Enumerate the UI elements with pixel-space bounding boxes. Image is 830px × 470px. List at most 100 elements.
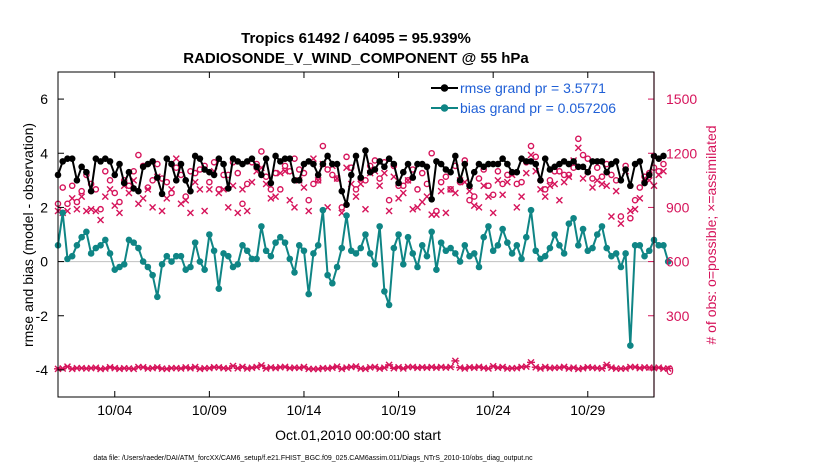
rmse-marker bbox=[456, 177, 464, 184]
obs-assimilated-marker bbox=[475, 203, 483, 211]
obs-assimilated-marker bbox=[413, 203, 421, 211]
obs-possible-marker bbox=[206, 178, 213, 186]
obs-possible-marker bbox=[329, 171, 336, 179]
obs-possible-marker bbox=[617, 213, 625, 220]
y-tick-label-left: 4 bbox=[40, 145, 48, 161]
bias-marker bbox=[248, 255, 256, 263]
obs-assimilated-marker bbox=[272, 193, 280, 201]
bias-marker bbox=[489, 247, 497, 255]
rmse-marker bbox=[598, 158, 606, 165]
rmse-marker bbox=[295, 177, 303, 184]
obs-assimilated-marker bbox=[101, 193, 109, 201]
obs-assimilated-marker bbox=[626, 207, 634, 215]
obs-assimilated-marker bbox=[470, 202, 478, 210]
obs-possible-marker bbox=[168, 189, 175, 197]
bias-marker bbox=[452, 250, 459, 257]
bias-marker bbox=[177, 252, 185, 260]
obs-assimilated-marker bbox=[503, 178, 511, 186]
rmse-marker bbox=[168, 160, 175, 168]
obs-possible-marker bbox=[338, 204, 346, 211]
bias-marker bbox=[390, 244, 398, 252]
obs-assimilated-marker bbox=[115, 209, 123, 217]
obs-possible-marker bbox=[116, 198, 123, 206]
obs-possible-marker bbox=[636, 184, 644, 191]
bias-marker bbox=[338, 244, 346, 252]
bias-marker bbox=[532, 247, 540, 255]
rmse-marker bbox=[111, 171, 119, 179]
bias-marker bbox=[319, 206, 327, 214]
legend-rmse-marker bbox=[440, 84, 449, 92]
obs-possible-marker bbox=[400, 182, 407, 190]
y-tick-label-left: -4 bbox=[36, 362, 49, 378]
obs-assimilated-marker bbox=[484, 193, 492, 201]
rmse-marker bbox=[210, 171, 218, 179]
obs-assimilated-marker bbox=[593, 176, 601, 184]
bias-marker bbox=[612, 250, 620, 257]
obs-possible-marker bbox=[447, 186, 454, 193]
bias-marker bbox=[480, 233, 488, 241]
bias-marker bbox=[262, 247, 270, 255]
obs-assimilated-marker bbox=[300, 184, 308, 192]
obs-assimilated-marker bbox=[291, 203, 299, 211]
bias-marker bbox=[305, 290, 312, 298]
obs-assimilated-marker bbox=[541, 193, 549, 201]
obs-assimilated-marker bbox=[423, 193, 431, 201]
rmse-marker bbox=[371, 166, 379, 173]
rmse-marker bbox=[154, 174, 161, 181]
y-tick-label-left: 2 bbox=[40, 199, 48, 215]
obs-assimilated-marker bbox=[248, 178, 256, 186]
y-tick-label-right: 1200 bbox=[666, 145, 697, 161]
bias-marker bbox=[570, 214, 577, 222]
obs-possible-marker bbox=[466, 196, 473, 204]
obs-possible-marker bbox=[258, 148, 265, 155]
obs-assimilated-marker bbox=[395, 194, 403, 202]
obs-assimilated-marker bbox=[111, 202, 119, 210]
rmse-marker bbox=[513, 168, 521, 176]
rmse-marker bbox=[494, 160, 502, 168]
bias-marker bbox=[224, 252, 232, 260]
rmse-series bbox=[54, 147, 667, 209]
y-tick-label-right: 900 bbox=[666, 199, 690, 215]
rmse-marker bbox=[267, 179, 275, 187]
bias-marker bbox=[589, 244, 596, 252]
rmse-marker bbox=[73, 177, 81, 184]
rmse-marker bbox=[541, 155, 549, 162]
y-axis-label-left: rmse and bias (model - observation) bbox=[20, 123, 36, 347]
obs-assimilated-marker bbox=[432, 211, 440, 219]
bias-marker bbox=[494, 242, 502, 249]
obs-assimilated-marker bbox=[87, 205, 95, 213]
bias-marker bbox=[102, 236, 109, 244]
bias-marker bbox=[404, 233, 412, 241]
rmse-marker bbox=[187, 187, 194, 195]
bias-marker bbox=[139, 258, 147, 265]
bias-marker bbox=[187, 263, 194, 271]
obs-assimilated-marker bbox=[499, 191, 507, 199]
rmse-marker bbox=[158, 190, 166, 198]
obs-assimilated-marker bbox=[409, 205, 417, 213]
obs-possible-marker bbox=[518, 178, 525, 186]
rmse-marker bbox=[489, 160, 497, 168]
rmse-marker bbox=[381, 163, 388, 171]
rmse-marker bbox=[645, 171, 653, 179]
obs-assimilated-series bbox=[54, 144, 667, 228]
rmse-marker bbox=[522, 158, 530, 165]
obs-assimilated-marker bbox=[418, 198, 426, 206]
rmse-marker bbox=[286, 155, 294, 162]
bias-marker bbox=[59, 209, 67, 217]
bias-marker bbox=[433, 266, 440, 274]
obs-possible-marker bbox=[210, 158, 218, 166]
obs-assimilated-marker bbox=[447, 185, 455, 193]
rmse-marker bbox=[485, 160, 492, 168]
rmse-marker bbox=[357, 174, 365, 181]
obs-possible-marker bbox=[655, 168, 663, 175]
y-tick-label-left: -2 bbox=[36, 308, 49, 324]
bias-marker bbox=[645, 247, 653, 255]
rmse-marker bbox=[135, 187, 142, 195]
obs-assimilated-marker bbox=[281, 167, 289, 175]
legend-bias-label: bias grand pr = 0.057206 bbox=[460, 100, 616, 116]
bias-marker bbox=[447, 244, 454, 252]
bias-marker bbox=[381, 288, 388, 295]
obs-assimilated-marker bbox=[172, 155, 180, 163]
y-tick-label-right: 0 bbox=[666, 362, 674, 378]
obs-possible-marker bbox=[527, 142, 535, 150]
